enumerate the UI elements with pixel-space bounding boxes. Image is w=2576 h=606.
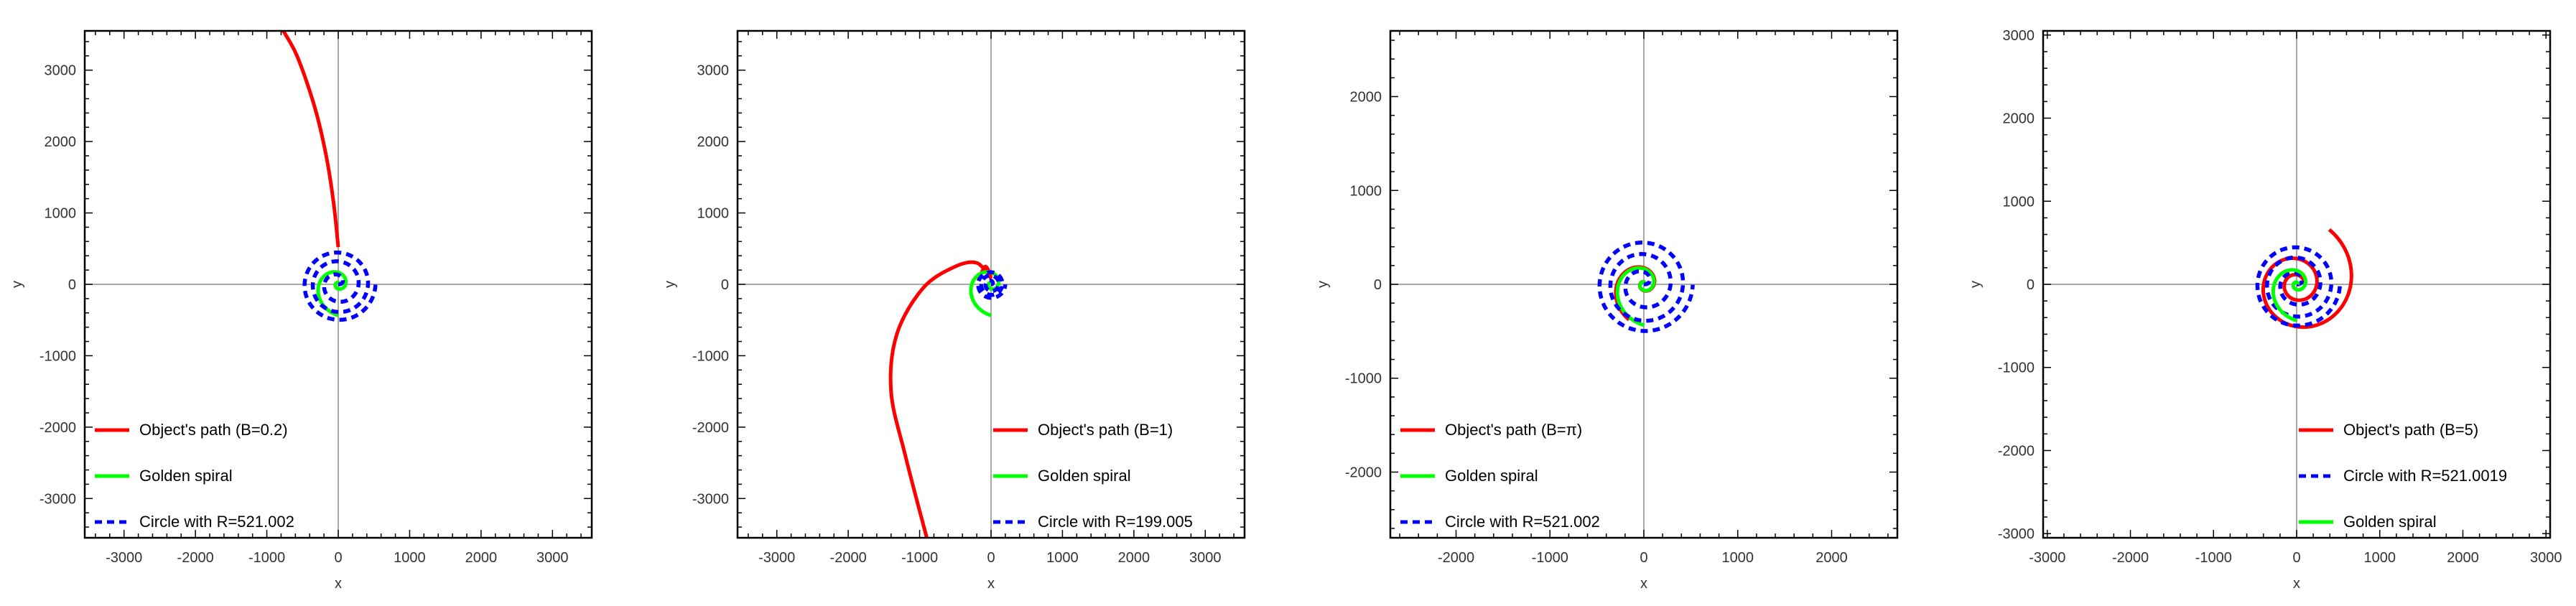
y-tick-label: 3000 (45, 63, 77, 79)
series-line-3 (2271, 268, 2307, 322)
series-line-3 (976, 270, 1008, 300)
x-tick-label: 1000 (394, 550, 426, 566)
legend-label: Circle with R=521.002 (1445, 513, 1600, 531)
legend-label: Circle with R=199.005 (1038, 513, 1193, 531)
x-tick-label: -2000 (1438, 550, 1474, 566)
x-tick-label: -2000 (177, 550, 214, 566)
x-tick-label: -1000 (2195, 550, 2232, 566)
chart-panel-1: -3000 -2000 -1000 0 1000 2000 3000 -3000 -2000 -1… (9, 29, 593, 592)
x-tick-label: -1000 (901, 550, 938, 566)
y-tick-label: -2000 (1345, 465, 1382, 480)
series-group (2255, 228, 2353, 330)
y-tick-label: 2000 (697, 134, 730, 150)
y-tick-label: 1000 (2003, 194, 2035, 210)
chart-panels: -3000 -2000 -1000 0 1000 2000 3000 -3000 -2000 -1… (9, 28, 2562, 592)
y-tick-label: 2000 (1350, 90, 1382, 106)
y-tick-label: 2000 (2003, 111, 2035, 127)
series-line-1 (2261, 228, 2353, 330)
x-tick-label: -2000 (2112, 550, 2149, 566)
y-tick-label: 3000 (697, 63, 730, 79)
chart-panel-3: -2000 -1000 0 1000 2000 -2000 -1000 0 1000 2000 x y… (1315, 29, 1899, 592)
y-tick-label: -1000 (1345, 371, 1382, 387)
y-tick-label: 1000 (1350, 183, 1382, 199)
y-tick-label: -3000 (39, 491, 76, 507)
y-tick-label: -2000 (39, 420, 76, 436)
series-group (1597, 241, 1695, 333)
x-tick-label: 3000 (2530, 550, 2562, 566)
y-tick-label: -1000 (1998, 360, 2035, 376)
y-tick-label: 1000 (697, 206, 730, 222)
y-tick-label: -2000 (692, 420, 729, 436)
legend-label: Golden spiral (2343, 513, 2437, 531)
y-tick-label: 3000 (2003, 28, 2035, 44)
x-tick-label: -1000 (248, 550, 285, 566)
x-axis-label: x (2293, 576, 2300, 592)
legend-label: Object's path (B=0.2) (139, 421, 288, 439)
y-axis-label: y (9, 281, 25, 288)
y-tick-label: 0 (68, 277, 76, 293)
x-tick-label: 2000 (465, 550, 498, 566)
y-tick-label: 0 (2027, 277, 2035, 293)
series-line-2 (1615, 266, 1656, 327)
series-line-2 (2255, 245, 2343, 328)
y-tick-label: -3000 (1998, 526, 2035, 542)
x-axis-label: x (987, 576, 995, 592)
legend-label: Golden spiral (1445, 467, 1538, 485)
y-tick-label: -1000 (692, 348, 729, 364)
x-tick-label: -2000 (830, 550, 867, 566)
legend: Object's path (B=1) Golden spiral Circle w… (993, 421, 1193, 531)
x-tick-label: 0 (334, 550, 342, 566)
x-axis-label: x (1640, 576, 1647, 592)
y-tick-label: -2000 (1998, 443, 2035, 459)
legend: Object's path (B=0.2) Golden spiral Circle… (95, 421, 294, 531)
series-line-2 (316, 270, 348, 317)
x-tick-label: 0 (987, 550, 995, 566)
x-tick-label: -3000 (106, 550, 142, 566)
series-line-3 (302, 250, 378, 322)
x-tick-label: 2000 (1118, 550, 1150, 566)
y-tick-label: 0 (721, 277, 729, 293)
chart-panel-4: -3000 -2000 -1000 0 1000 2000 3000 -3000 -2000 -1… (1968, 28, 2562, 592)
chart-panel-2: -3000 -2000 -1000 0 1000 2000 3000 -3000 -2000 -1… (662, 29, 1246, 592)
legend-label: Object's path (B=5) (2343, 421, 2478, 439)
x-tick-label: -3000 (2029, 550, 2065, 566)
x-tick-label: -3000 (758, 550, 795, 566)
x-tick-label: -1000 (1532, 550, 1568, 566)
series-line-1 (281, 31, 340, 248)
series-group (888, 260, 1008, 538)
series-line-1 (888, 260, 992, 538)
y-axis-label: y (1315, 281, 1331, 288)
series-group (281, 31, 378, 322)
x-tick-label: 1000 (1721, 550, 1754, 566)
legend-label: Circle with R=521.0019 (2343, 467, 2507, 485)
y-tick-label: -1000 (39, 348, 76, 364)
legend-label: Object's path (B=π) (1445, 421, 1582, 439)
legend: Object's path (B=5) Circle with R=521.001… (2299, 421, 2507, 531)
x-tick-label: 1000 (1046, 550, 1079, 566)
y-tick-label: 1000 (45, 206, 77, 222)
y-tick-label: 2000 (45, 134, 77, 150)
x-tick-label: 3000 (1189, 550, 1222, 566)
legend-label: Circle with R=521.002 (139, 513, 294, 531)
legend-label: Golden spiral (1038, 467, 1131, 485)
y-axis-label: y (662, 281, 678, 288)
y-tick-label: -3000 (692, 491, 729, 507)
x-tick-label: 2000 (2447, 550, 2479, 566)
x-tick-label: 0 (2292, 550, 2300, 566)
x-tick-label: 3000 (536, 550, 569, 566)
x-tick-label: 1000 (2363, 550, 2396, 566)
x-tick-label: 2000 (1815, 550, 1848, 566)
y-tick-label: 0 (1374, 277, 1382, 293)
y-axis-label: y (1968, 281, 1984, 288)
legend-label: Golden spiral (139, 467, 233, 485)
series-line-3 (1597, 241, 1695, 333)
x-tick-label: 0 (1640, 550, 1647, 566)
legend: Object's path (B=π) Golden spiral Circle w… (1400, 421, 1600, 531)
legend-label: Object's path (B=1) (1038, 421, 1173, 439)
x-axis-label: x (335, 576, 342, 592)
